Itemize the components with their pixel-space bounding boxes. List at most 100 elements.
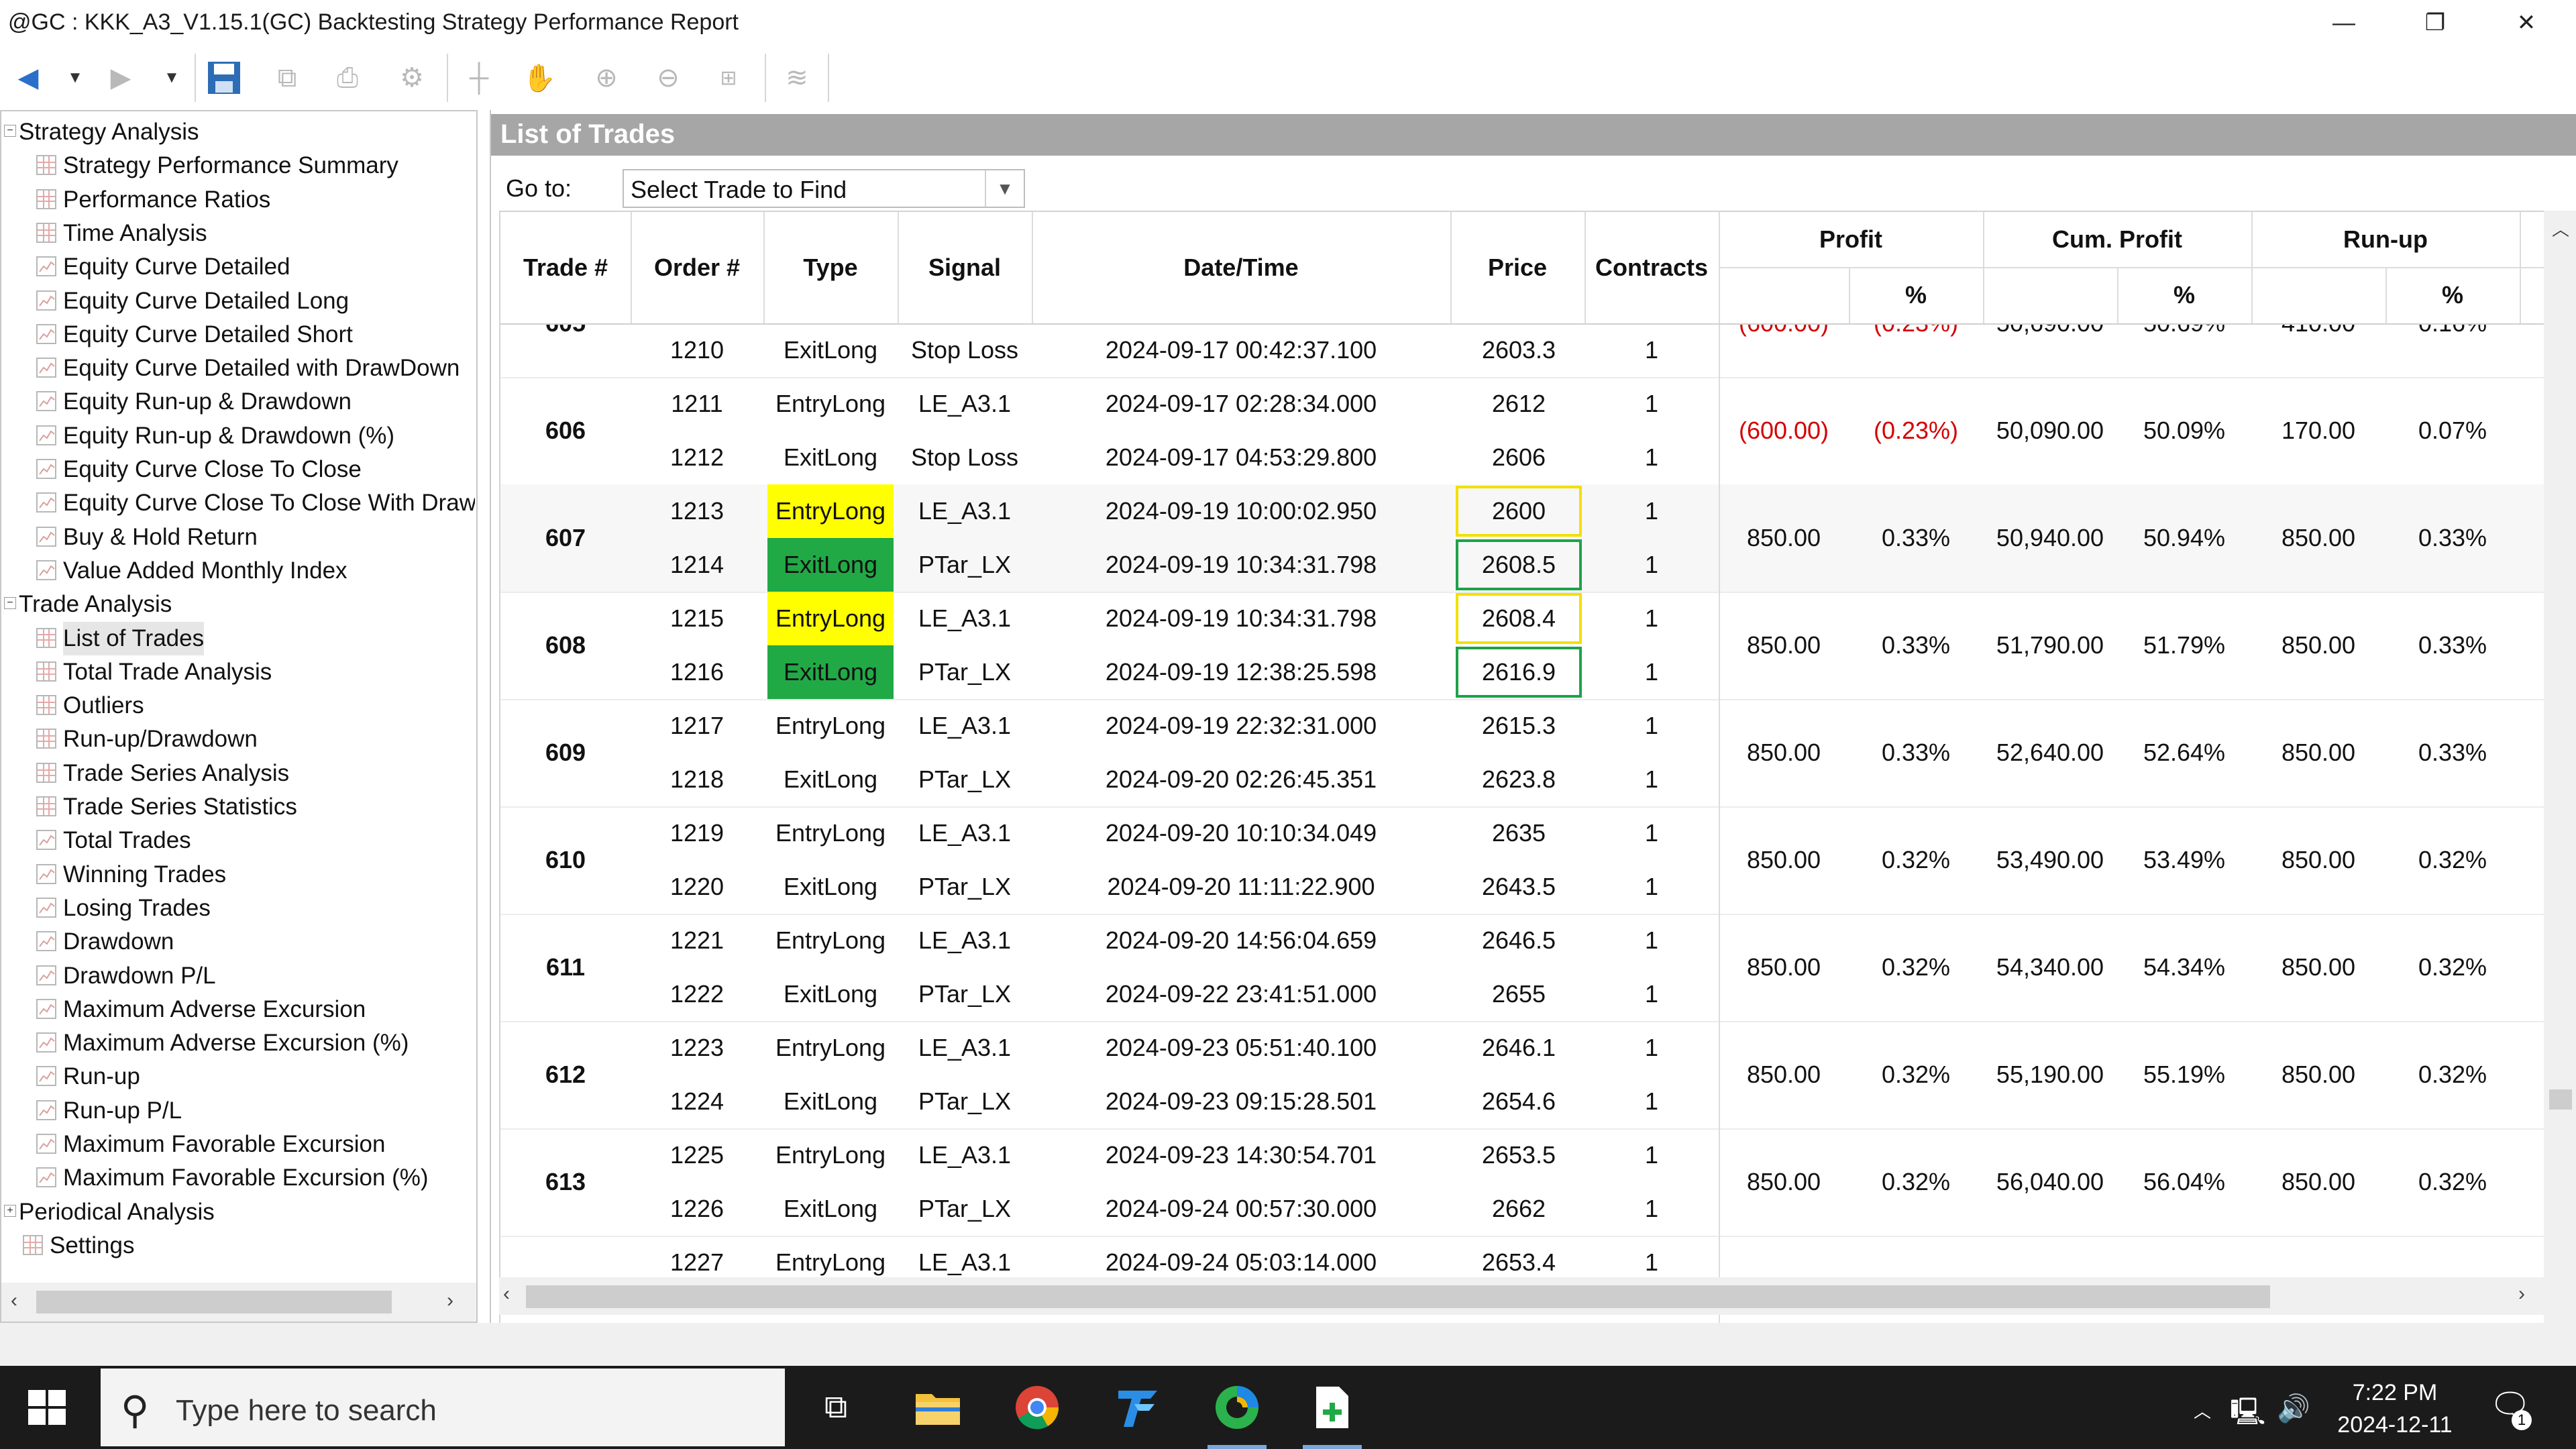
header-signal[interactable]: Signal bbox=[928, 254, 1002, 281]
collapse-icon[interactable]: − bbox=[4, 125, 16, 137]
tree-item-maximum-adverse-excursion[interactable]: Maximum Adverse Excursion bbox=[1, 993, 475, 1026]
scrollbar-thumb[interactable] bbox=[36, 1291, 392, 1313]
forward-dropdown-button[interactable]: ▼ bbox=[158, 58, 185, 98]
tree-item-strategy-performance-summary[interactable]: Strategy Performance Summary bbox=[1, 149, 475, 182]
chrome-button[interactable] bbox=[990, 1366, 1084, 1449]
file-explorer-button[interactable] bbox=[891, 1366, 985, 1449]
header-type[interactable]: Type bbox=[803, 254, 858, 281]
tree-item-maximum-favorable-excursion[interactable]: Maximum Favorable Excursion (%) bbox=[1, 1161, 475, 1195]
header-trade[interactable]: Trade # bbox=[523, 254, 608, 281]
tree-item-trade-series-statistics[interactable]: Trade Series Statistics bbox=[1, 790, 475, 824]
header-cum-profit[interactable]: Cum. Profit bbox=[2052, 225, 2182, 253]
tree-item-equity-run-up-drawdown[interactable]: Equity Run-up & Drawdown bbox=[1, 385, 475, 419]
tree-item-equity-curve-close-to-close-with-draw[interactable]: Equity Curve Close To Close With Draw bbox=[1, 486, 475, 520]
network-icon[interactable]: 🖳 bbox=[2230, 1397, 2266, 1427]
tree-item-total-trades[interactable]: Total Trades bbox=[1, 824, 475, 857]
scrollbar-thumb[interactable] bbox=[526, 1285, 2270, 1308]
header-profit[interactable]: Profit bbox=[1819, 225, 1882, 253]
settings-button[interactable]: ⚙ bbox=[390, 58, 433, 98]
tree-item-trade-series-analysis[interactable]: Trade Series Analysis bbox=[1, 757, 475, 790]
tree-item-time-analysis[interactable]: Time Analysis bbox=[1, 217, 475, 250]
pan-button[interactable]: ✋ bbox=[518, 58, 561, 98]
header-contracts[interactable]: Contracts bbox=[1595, 254, 1709, 281]
chevron-up-icon[interactable]: ︿ bbox=[2194, 1401, 2212, 1421]
restore-button[interactable]: ❐ bbox=[2395, 4, 2475, 42]
save-button[interactable] bbox=[203, 58, 246, 98]
trade-row-group[interactable]: 612 1223 EntryLong LE_A3.1 2024-09-23 05:51:… bbox=[500, 1021, 2544, 1130]
collapse-icon[interactable]: − bbox=[4, 597, 16, 610]
grid-vertical-scrollbar[interactable]: ︿ ﹀ bbox=[2544, 211, 2576, 1377]
tree-item-trade-analysis[interactable]: − Trade Analysis bbox=[1, 588, 475, 621]
chevron-down-icon[interactable]: ▼ bbox=[985, 170, 1024, 207]
scroll-left-icon[interactable]: ‹ bbox=[503, 1283, 510, 1305]
tree-item-maximum-favorable-excursion[interactable]: Maximum Favorable Excursion bbox=[1, 1128, 475, 1161]
tree-item-run-up-p-l[interactable]: Run-up P/L bbox=[1, 1094, 475, 1128]
trade-row-group[interactable]: 609 1217 EntryLong LE_A3.1 2024-09-19 22:32:… bbox=[500, 699, 2544, 808]
tree-item-settings[interactable]: Settings bbox=[1, 1229, 475, 1263]
tree-item-equity-curve-detailed-with-drawdown[interactable]: Equity Curve Detailed with DrawDown bbox=[1, 352, 475, 385]
zoom-in-button[interactable]: ⊕ bbox=[585, 58, 628, 98]
header-cum-pct[interactable]: % bbox=[2173, 281, 2195, 309]
tree-item-equity-curve-detailed-long[interactable]: Equity Curve Detailed Long bbox=[1, 284, 475, 318]
chart-style-button[interactable]: ≋ bbox=[775, 58, 818, 98]
forward-button[interactable]: ▶ bbox=[99, 58, 142, 98]
multicharts-button[interactable] bbox=[1190, 1366, 1284, 1449]
header-price[interactable]: Price bbox=[1487, 254, 1548, 281]
tree-item-losing-trades[interactable]: Losing Trades bbox=[1, 892, 475, 925]
actual-size-button[interactable]: ⊞ bbox=[707, 58, 750, 98]
scroll-right-icon[interactable]: › bbox=[447, 1289, 453, 1311]
header-runup-pct[interactable]: % bbox=[2441, 281, 2463, 309]
minimize-button[interactable]: — bbox=[2304, 4, 2384, 42]
taskbar-clock[interactable]: 7:22 PM 2024-12-11 bbox=[2308, 1377, 2482, 1441]
tree-item-equity-curve-detailed-short[interactable]: Equity Curve Detailed Short bbox=[1, 318, 475, 352]
tree-item-performance-ratios[interactable]: Performance Ratios bbox=[1, 183, 475, 217]
back-dropdown-button[interactable]: ▼ bbox=[62, 58, 89, 98]
volume-icon[interactable]: 🔊 bbox=[2277, 1394, 2310, 1424]
header-order[interactable]: Order # bbox=[653, 254, 741, 281]
trade-row-group[interactable]: 610 1219 EntryLong LE_A3.1 2024-09-20 10:10:… bbox=[500, 806, 2544, 915]
grid-horizontal-scrollbar[interactable]: ‹ › bbox=[499, 1277, 2545, 1315]
close-button[interactable]: ✕ bbox=[2486, 4, 2567, 42]
expand-icon[interactable]: + bbox=[4, 1204, 16, 1217]
notification-center-button[interactable]: 🗨 1 bbox=[2489, 1386, 2532, 1430]
scroll-up-icon[interactable]: ︿ bbox=[2552, 219, 2570, 239]
spreadsheet-app-button[interactable] bbox=[1285, 1366, 1379, 1449]
start-button[interactable] bbox=[25, 1386, 68, 1429]
tree-item-total-trade-analysis[interactable]: Total Trade Analysis bbox=[1, 655, 475, 689]
tradestation-button[interactable] bbox=[1091, 1366, 1185, 1449]
goto-trade-select[interactable]: Select Trade to Find ▼ bbox=[623, 169, 1025, 208]
trade-row-group[interactable]: 608 1215 EntryLong LE_A3.1 2024-09-19 10:34:… bbox=[500, 592, 2544, 700]
header-profit-pct[interactable]: % bbox=[1904, 281, 1927, 309]
header-runup[interactable]: Run-up bbox=[2343, 225, 2428, 253]
trade-row-group[interactable]: 613 1225 EntryLong LE_A3.1 2024-09-23 14:30:… bbox=[500, 1128, 2544, 1237]
trade-row-group[interactable]: 607 1213 EntryLong LE_A3.1 2024-09-19 10:00:… bbox=[500, 484, 2544, 593]
back-button[interactable]: ◀ bbox=[7, 58, 50, 98]
export-button[interactable]: ⧉ bbox=[266, 58, 309, 98]
tree-horizontal-scrollbar[interactable]: ‹ › bbox=[1, 1283, 476, 1322]
zoom-out-button[interactable]: ⊖ bbox=[647, 58, 690, 98]
tree-item-buy-hold-return[interactable]: Buy & Hold Return bbox=[1, 521, 475, 554]
crosshair-button[interactable]: ┼ bbox=[458, 58, 500, 98]
trade-row-group[interactable]: 605 1210 ExitLong Stop Loss 2024-09-17 00:42… bbox=[500, 323, 2544, 378]
tree-item-value-added-monthly-index[interactable]: Value Added Monthly Index bbox=[1, 554, 475, 588]
tree-item-equity-run-up-drawdown[interactable]: Equity Run-up & Drawdown (%) bbox=[1, 419, 475, 453]
tree-item-strategy-analysis[interactable]: − Strategy Analysis bbox=[1, 115, 475, 149]
task-view-button[interactable]: ⧉ bbox=[789, 1366, 883, 1449]
tree-item-equity-curve-detailed[interactable]: Equity Curve Detailed bbox=[1, 250, 475, 284]
tree-item-run-up[interactable]: Run-up bbox=[1, 1060, 475, 1093]
tree-item-maximum-adverse-excursion[interactable]: Maximum Adverse Excursion (%) bbox=[1, 1026, 475, 1060]
header-datetime[interactable]: Date/Time bbox=[1183, 254, 1299, 281]
tree-item-outliers[interactable]: Outliers bbox=[1, 689, 475, 722]
tree-item-winning-trades[interactable]: Winning Trades bbox=[1, 858, 475, 892]
scroll-right-icon[interactable]: › bbox=[2518, 1283, 2525, 1305]
tree-item-list-of-trades[interactable]: List of Trades bbox=[1, 621, 475, 655]
tree-item-run-up-drawdown[interactable]: Run-up/Drawdown bbox=[1, 722, 475, 756]
tree-item-drawdown[interactable]: Drawdown bbox=[1, 925, 475, 959]
tree-item-drawdown-p-l[interactable]: Drawdown P/L bbox=[1, 959, 475, 993]
trade-row-group[interactable]: 606 1211 EntryLong LE_A3.1 2024-09-17 02:28:… bbox=[500, 377, 2544, 486]
tree-item-equity-curve-close-to-close[interactable]: Equity Curve Close To Close bbox=[1, 453, 475, 486]
scroll-left-icon[interactable]: ‹ bbox=[11, 1289, 17, 1311]
scrollbar-thumb[interactable] bbox=[2549, 1089, 2572, 1110]
taskbar-search-box[interactable]: ⚲ Type here to search bbox=[101, 1368, 785, 1446]
trade-row-group[interactable]: 611 1221 EntryLong LE_A3.1 2024-09-20 14:56:… bbox=[500, 914, 2544, 1022]
